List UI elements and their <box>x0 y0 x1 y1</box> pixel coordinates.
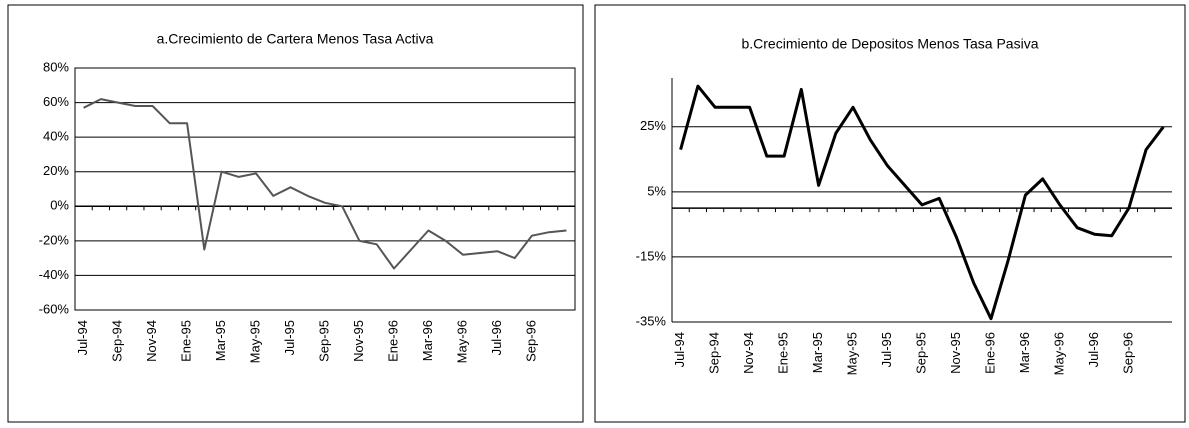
chart-title: a.Crecimiento de Cartera Menos Tasa Acti… <box>157 31 434 47</box>
x-tick-label: Jul-96 <box>1086 332 1101 367</box>
x-tick-label: May-96 <box>454 320 469 363</box>
y-tick-label: 40% <box>43 129 69 144</box>
x-tick-label: Mar-96 <box>420 320 435 361</box>
y-tick-label: 60% <box>43 94 69 109</box>
x-tick-label: Mar-96 <box>1017 332 1032 373</box>
y-tick-label: -40% <box>39 267 70 282</box>
x-tick-label: Ene-95 <box>776 332 791 374</box>
x-tick-label: Jul-95 <box>879 332 894 367</box>
x-tick-label: Jul-94 <box>75 320 90 355</box>
plot-frame <box>74 67 576 311</box>
x-tick-label: Ene-95 <box>179 320 194 362</box>
y-tick-label: -20% <box>39 232 70 247</box>
x-tick-label: Nov-94 <box>741 332 756 374</box>
x-tick-label: Sep-94 <box>110 320 125 362</box>
y-tick-label: 20% <box>43 163 69 178</box>
x-tick-label: Jul-96 <box>489 320 504 355</box>
x-tick-label: Nov-95 <box>351 320 366 362</box>
data-line <box>83 98 567 270</box>
x-tick-label: Mar-95 <box>810 332 825 373</box>
x-tick-label: Sep-95 <box>913 332 928 374</box>
y-tick-label: 5% <box>647 183 666 198</box>
x-tick-label: May-95 <box>844 332 859 375</box>
panel-frame <box>7 4 584 423</box>
y-tick-label: 80% <box>43 59 69 74</box>
data-line <box>679 84 1165 321</box>
x-tick-label: Mar-95 <box>213 320 228 361</box>
y-tick-label: 0% <box>50 198 69 213</box>
panel-frame <box>594 4 1186 423</box>
x-tick-label: Jul-95 <box>282 320 297 355</box>
x-tick-label: Sep-96 <box>523 320 538 362</box>
x-tick-label: Ene-96 <box>385 320 400 362</box>
x-tick-label: Nov-95 <box>948 332 963 374</box>
x-tick-label: Jul-94 <box>672 332 687 367</box>
y-tick-label: -15% <box>636 248 667 263</box>
y-tick-label: -35% <box>636 313 667 328</box>
x-tick-label: Nov-94 <box>144 320 159 362</box>
x-tick-label: May-96 <box>1051 332 1066 375</box>
y-tick-label: -60% <box>39 301 70 316</box>
y-tick-label: 25% <box>640 118 666 133</box>
x-tick-label: Ene-96 <box>982 332 997 374</box>
x-tick-label: Sep-95 <box>316 320 331 362</box>
x-tick-label: Sep-96 <box>1120 332 1135 374</box>
chart-title: b.Crecimiento de Depositos Menos Tasa Pa… <box>741 36 1038 52</box>
x-tick-label: Sep-94 <box>707 332 722 374</box>
x-tick-label: May-95 <box>247 320 262 363</box>
